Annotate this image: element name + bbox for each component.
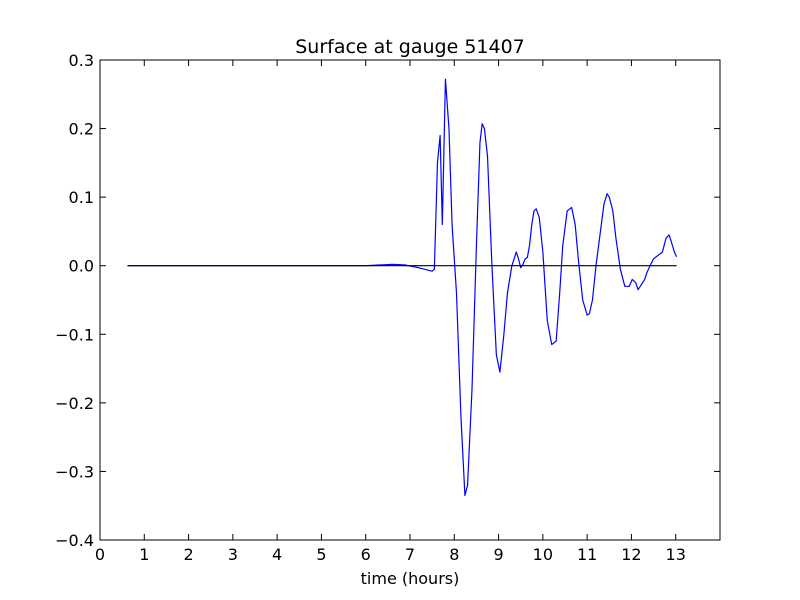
series-layer — [127, 78, 678, 497]
x-tick-label: 9 — [493, 545, 503, 564]
y-tick-label: 0.1 — [69, 188, 94, 207]
y-tick-label: 0.3 — [69, 51, 94, 70]
x-tick-label: 2 — [183, 545, 193, 564]
y-tick-label: −0.4 — [55, 531, 94, 550]
x-tick-label: 5 — [316, 545, 326, 564]
x-tick-label: 8 — [449, 545, 459, 564]
chart-title: Surface at gauge 51407 — [295, 36, 525, 58]
x-axis-label: time (hours) — [361, 569, 460, 588]
x-tick-label: 7 — [405, 545, 415, 564]
x-tick-label: 13 — [666, 545, 686, 564]
y-tick-label: 0.2 — [69, 120, 94, 139]
surface-series-line — [127, 78, 678, 497]
y-tick-label: −0.2 — [55, 394, 94, 413]
x-tick-label: 0 — [95, 545, 105, 564]
x-tick-label: 12 — [621, 545, 641, 564]
x-tick-label: 1 — [139, 545, 149, 564]
plot-frame — [99, 59, 721, 541]
x-tick-label: 11 — [577, 545, 597, 564]
x-tick-label: 6 — [361, 545, 371, 564]
x-tick-label: 10 — [533, 545, 553, 564]
y-tick-label: 0.0 — [69, 257, 94, 276]
x-tick-label: 3 — [228, 545, 238, 564]
x-tick-label: 4 — [272, 545, 282, 564]
ticks-layer: 0 1 2 3 4 5 6 7 8 9 10 11 12 13−0.4−0.3−0.2−0.10.00.1… — [55, 51, 720, 564]
y-tick-label: −0.3 — [55, 462, 94, 481]
y-tick-label: −0.1 — [55, 325, 94, 344]
